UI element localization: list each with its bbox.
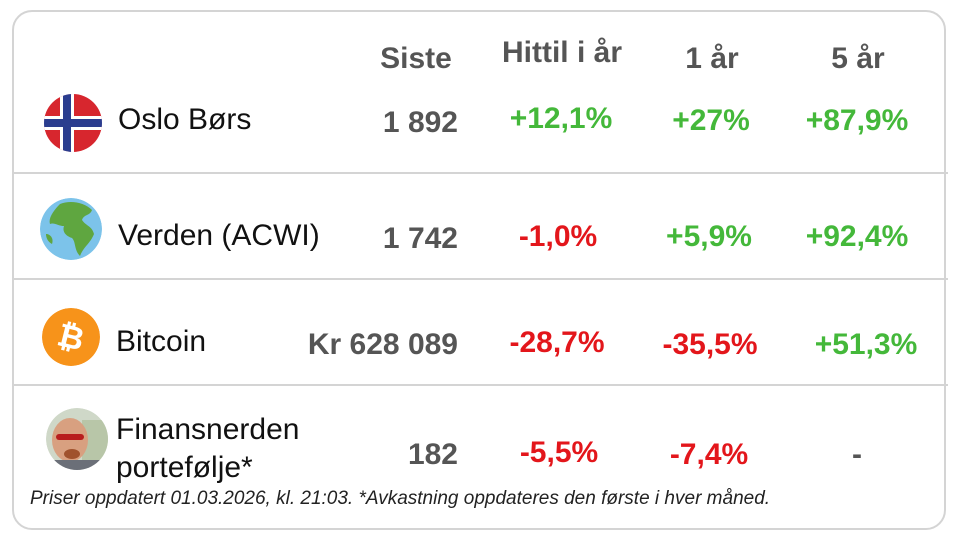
row-five-year: +51,3% bbox=[814, 328, 918, 361]
row-divider bbox=[14, 384, 948, 386]
norway-flag-icon bbox=[44, 94, 102, 152]
row-ytd: -1,0% bbox=[518, 220, 598, 253]
row-ytd: -5,5% bbox=[519, 436, 599, 469]
row-name-line2: portefølje* bbox=[116, 451, 253, 484]
row-last: 182 bbox=[407, 438, 458, 471]
row-last: 1 742 bbox=[382, 222, 458, 255]
header-ytd: Hittil i år bbox=[501, 36, 623, 69]
avatar-icon bbox=[46, 408, 108, 470]
row-divider bbox=[14, 278, 948, 280]
row-last: 1 892 bbox=[382, 106, 458, 139]
row-five-year: +87,9% bbox=[805, 104, 909, 137]
row-name-line1: Finansnerden bbox=[116, 413, 300, 446]
header-five-year: 5 år bbox=[831, 42, 885, 75]
row-divider bbox=[14, 172, 948, 174]
footnote: Priser oppdatert 01.03.2026, kl. 21:03. … bbox=[30, 488, 771, 509]
globe-icon bbox=[40, 198, 102, 260]
row-ytd: +12,1% bbox=[509, 102, 613, 135]
row-ytd: -28,7% bbox=[509, 326, 605, 359]
row-one-year: +5,9% bbox=[666, 220, 752, 253]
row-one-year: -7,4% bbox=[669, 438, 749, 471]
row-last: Kr 628 089 bbox=[307, 328, 458, 361]
table-row-verden: Verden (ACWI) 1 742 -1,0% +5,9% +92,4% bbox=[14, 174, 948, 278]
table-row-bitcoin: ₿ Bitcoin Kr 628 089 -28,7% -35,5% +51,3… bbox=[14, 280, 948, 384]
row-name: Verden (ACWI) bbox=[118, 219, 320, 252]
row-five-year: +92,4% bbox=[805, 220, 909, 253]
row-one-year: -35,5% bbox=[662, 328, 758, 361]
header-one-year: 1 år bbox=[685, 42, 739, 75]
row-five-year: - bbox=[852, 438, 862, 471]
header-last: Siste bbox=[380, 42, 452, 75]
table-row-oslo-bors: Oslo Børs 1 892 +12,1% +27% +87,9% bbox=[14, 88, 948, 172]
row-name: Bitcoin bbox=[116, 325, 207, 358]
bitcoin-icon: ₿ bbox=[42, 308, 100, 366]
row-one-year: +27% bbox=[672, 104, 750, 137]
row-name: Oslo Børs bbox=[118, 103, 252, 136]
market-summary-card: Siste Hittil i år 1 år 5 år Oslo Børs 1 … bbox=[12, 10, 948, 530]
table-row-finansnerden: Finansnerden portefølje* 182 -5,5% -7,4%… bbox=[14, 386, 948, 496]
